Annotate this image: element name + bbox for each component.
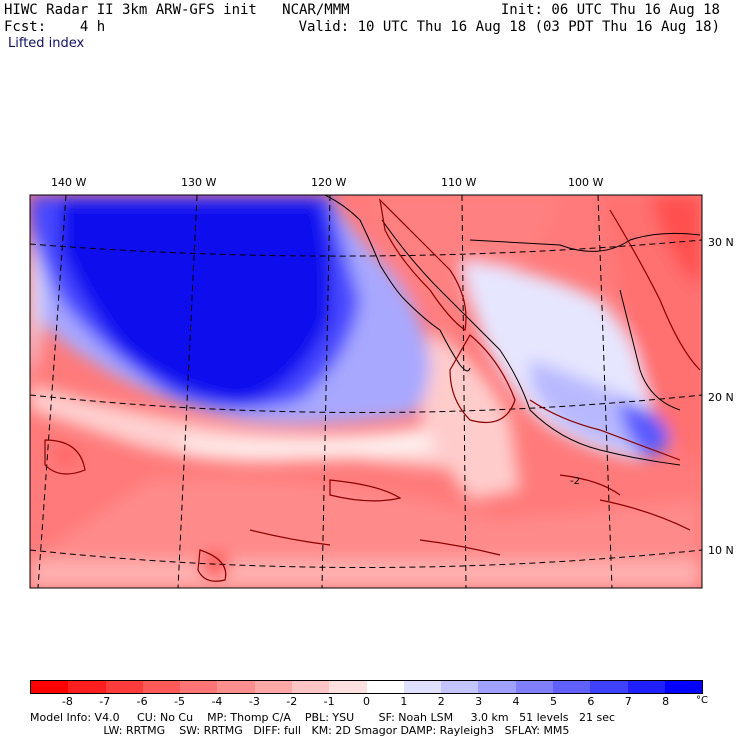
colorbar-segment: [68, 681, 106, 693]
colorbar-segment: [105, 681, 143, 693]
colorbar-segment: [664, 681, 703, 693]
colorbar-tick-label: -7: [99, 695, 111, 708]
graticule: [30, 195, 702, 588]
valid-time: Valid: 10 UTC Thu 16 Aug 18 (03 PDT Thu …: [298, 19, 720, 35]
colorbar-tick-label: 5: [549, 695, 557, 708]
colorbar-tick-label: -2: [286, 695, 298, 708]
colorbar-segment: [217, 681, 255, 693]
lon-label-140w: 140 W: [51, 176, 87, 189]
coastlines: [324, 195, 701, 466]
lat-label-20n: 20 N: [708, 391, 734, 404]
colorbar-segment: [31, 681, 69, 693]
colorbar-segment: [180, 681, 218, 693]
colorbar-segment: [590, 681, 628, 693]
colorbar-segment: [441, 681, 479, 693]
lon-label-120w: 120 W: [311, 176, 347, 189]
colorbar-tick-label: 7: [624, 695, 632, 708]
field-name: Lifted index: [8, 36, 85, 51]
colorbar-segment: [366, 681, 404, 693]
colorbar-segment: [515, 681, 553, 693]
colorbar-tick-label: 3: [475, 695, 483, 708]
lon-label-100w: 100 W: [568, 176, 604, 189]
colorbar-tick-label: -3: [248, 695, 260, 708]
contour-label: -2: [570, 476, 580, 487]
colorbar-tick-label: 2: [437, 695, 445, 708]
colorbar: [30, 680, 703, 694]
colorbar-segment: [329, 681, 367, 693]
colorbar-segment: [291, 681, 330, 693]
lat-label-30n: 30 N: [708, 236, 734, 249]
model-info-line2: LW: RRTMG SW: RRTMG DIFF: full KM: 2D Sm…: [30, 724, 570, 737]
init-time: Init: 06 UTC Thu 16 Aug 18: [500, 2, 720, 18]
colorbar-tick-label: 4: [512, 695, 520, 708]
colorbar-unit: °C: [696, 695, 708, 706]
colorbar-tick-label: -1: [323, 695, 335, 708]
field-shading: [30, 195, 702, 588]
header-title: HIWC Radar II 3km ARW-GFS init NCAR/MMM: [4, 2, 350, 18]
colorbar-labels: -8 -7 -6 -5 -4 -3 -2 -1 0 1 2 3 4 5 6 7 8: [30, 694, 703, 708]
colorbar-tick-label: -4: [211, 695, 223, 708]
forecast-hour: Fcst: 4 h: [4, 19, 106, 35]
colorbar-tick-label: -6: [136, 695, 148, 708]
colorbar-tick-label: 0: [363, 695, 370, 708]
colorbar-tick-label: 8: [662, 695, 670, 708]
map-frame: [29, 194, 703, 589]
colorbar-segment: [403, 681, 442, 693]
colorbar-tick-label: 6: [587, 695, 595, 708]
lon-label-130w: 130 W: [181, 176, 217, 189]
colorbar-segment: [552, 681, 591, 693]
colorbar-tick-label: -8: [61, 695, 73, 708]
lat-label-10n: 10 N: [708, 544, 734, 557]
li-contours: [44, 198, 701, 582]
colorbar-segment: [142, 681, 181, 693]
colorbar-tick-label: 1: [400, 695, 408, 708]
colorbar-tick-label: -5: [174, 695, 186, 708]
lon-label-110w: 110 W: [441, 176, 477, 189]
colorbar-segment: [478, 681, 516, 693]
model-info-line1: Model Info: V4.0 CU: No Cu MP: Thomp C/A…: [30, 711, 616, 724]
colorbar-segment: [627, 681, 665, 693]
colorbar-segment: [254, 681, 292, 693]
